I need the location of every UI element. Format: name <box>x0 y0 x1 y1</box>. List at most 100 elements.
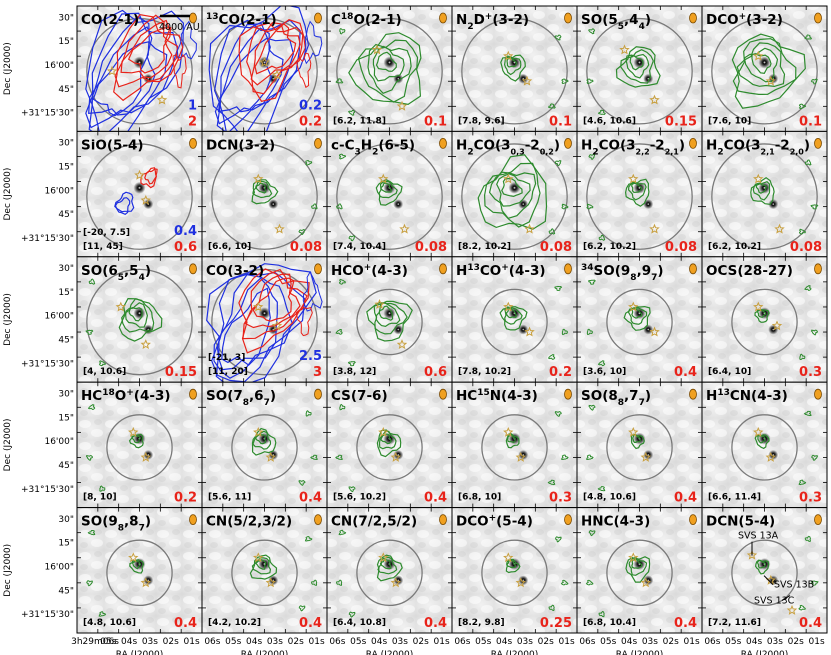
blue-contour <box>303 20 323 65</box>
protostar-marker <box>649 326 660 337</box>
x-tick-label: 03s <box>767 637 783 647</box>
noise-contour <box>554 159 562 167</box>
noise-contour <box>799 353 806 361</box>
green-contour <box>507 434 516 444</box>
dust-continuum-image <box>702 382 827 508</box>
green-contour <box>499 306 528 331</box>
blue-contour <box>88 12 179 132</box>
red-contour <box>127 27 172 74</box>
contour-level: 0.2 <box>549 365 572 380</box>
x-axis-label: RA (J2000) <box>491 650 539 655</box>
blue-contour <box>214 27 284 125</box>
y-tick-label: 15" <box>58 288 74 298</box>
panel-title: SO(88,77) <box>581 388 651 408</box>
noise-contour <box>348 611 356 618</box>
beam-ellipse <box>189 137 197 149</box>
x-tick-label: 03s <box>517 637 533 647</box>
panel-content <box>202 507 327 633</box>
protostar-marker <box>503 301 514 312</box>
x-axis-label: RA (J2000) <box>366 650 414 655</box>
green-contour <box>756 309 767 318</box>
y-tick-label: 16'00" <box>44 312 74 322</box>
field-of-view-circle <box>481 539 548 607</box>
dust-continuum-image <box>77 507 202 633</box>
beam-ellipse <box>439 137 447 149</box>
contour-level: 0.3 <box>799 365 822 380</box>
y-tick-label: 16'00" <box>44 186 74 196</box>
beam-ellipse <box>689 263 697 275</box>
map-panel: DCO+(3-2) [7.6, 10] 0.1 <box>701 5 828 132</box>
field-of-view-circle <box>606 288 673 356</box>
field-of-view-circle <box>731 414 798 481</box>
map-panel: SO(88,77) [4.8, 10.6] 0.4 <box>576 381 703 509</box>
velocity-range: [6.8, 10.4] <box>583 618 636 628</box>
x-axis-label: RA (J2000) <box>741 650 789 655</box>
panel-content <box>327 256 452 383</box>
map-panel: HCO+(4-3) [3.8, 12] 0.6 <box>326 256 453 383</box>
green-contour <box>736 42 786 88</box>
dust-continuum-image <box>577 256 702 383</box>
noise-contour <box>561 454 569 461</box>
dust-continuum-image <box>202 507 327 633</box>
field-of-view-circle <box>711 143 818 250</box>
protostar-marker <box>628 426 639 437</box>
continuum-source <box>393 199 404 210</box>
map-panel: H2CO(32,2-22,1) [6.2, 10.2] 0.08 <box>576 130 703 258</box>
field-of-view-circle <box>86 143 193 250</box>
continuum-source <box>258 56 271 69</box>
field-of-view-circle <box>356 288 423 356</box>
green-contour <box>631 558 643 569</box>
y-tick-label: 30" <box>58 389 74 399</box>
green-contour <box>756 559 767 569</box>
velocity-range: [4.8, 10.6] <box>83 618 136 628</box>
beam-ellipse <box>189 388 197 400</box>
noise-contour <box>597 486 606 492</box>
noise-contour <box>335 328 343 335</box>
protostar-marker <box>765 75 776 86</box>
velocity-range: [6.2, 10.2] <box>708 242 761 252</box>
green-contour <box>625 53 650 79</box>
map-panel: DCO+(5-4) [8.2, 9.8] 0.25 <box>451 507 578 634</box>
protostar-marker <box>524 223 535 234</box>
field-of-view-circle <box>106 539 173 607</box>
source-pointer <box>763 575 774 585</box>
y-tick-label: +31°15'30" <box>21 610 74 620</box>
noise-contour <box>586 454 594 461</box>
blue-contour <box>92 41 150 117</box>
noise-contour <box>804 535 811 543</box>
dust-continuum-image <box>577 6 702 132</box>
source-pointer <box>781 595 791 602</box>
continuum-source <box>508 181 521 194</box>
dust-continuum-image <box>77 382 202 508</box>
source-label: SVS 13C <box>754 596 795 607</box>
noise-contour <box>586 78 594 85</box>
continuum-source <box>643 199 654 210</box>
green-contour <box>255 182 267 194</box>
noise-contour <box>555 536 562 543</box>
panel-content <box>202 131 327 257</box>
x-axis-label: RA (J2000) <box>241 650 289 655</box>
x-tick-label: 05s <box>600 637 616 647</box>
noise-contour <box>547 354 556 360</box>
protostar-marker <box>134 169 145 180</box>
green-contour <box>483 162 541 228</box>
noise-contour <box>88 278 96 285</box>
map-panel: DCN(3-2) [6.6, 10] 0.08 <box>201 130 328 258</box>
panel-content <box>702 507 827 633</box>
protostar-marker <box>265 577 276 588</box>
x-tick-label: 01s <box>309 637 325 647</box>
velocity-range: [5.6, 10.2] <box>333 493 386 503</box>
y-tick-label: 45" <box>58 85 74 95</box>
protostar-marker <box>515 577 526 588</box>
continuum-source <box>633 181 646 194</box>
panel-content <box>77 256 202 383</box>
contour-level: 0.1 <box>424 114 447 129</box>
contour-level: 0.4 <box>674 616 697 631</box>
x-tick-label: 01s <box>684 637 700 647</box>
panel-content <box>77 131 202 257</box>
field-of-view-circle <box>356 414 423 481</box>
field-of-view-circle <box>461 17 568 125</box>
noise-contour <box>348 235 356 242</box>
y-tick-label: 15" <box>58 413 74 423</box>
